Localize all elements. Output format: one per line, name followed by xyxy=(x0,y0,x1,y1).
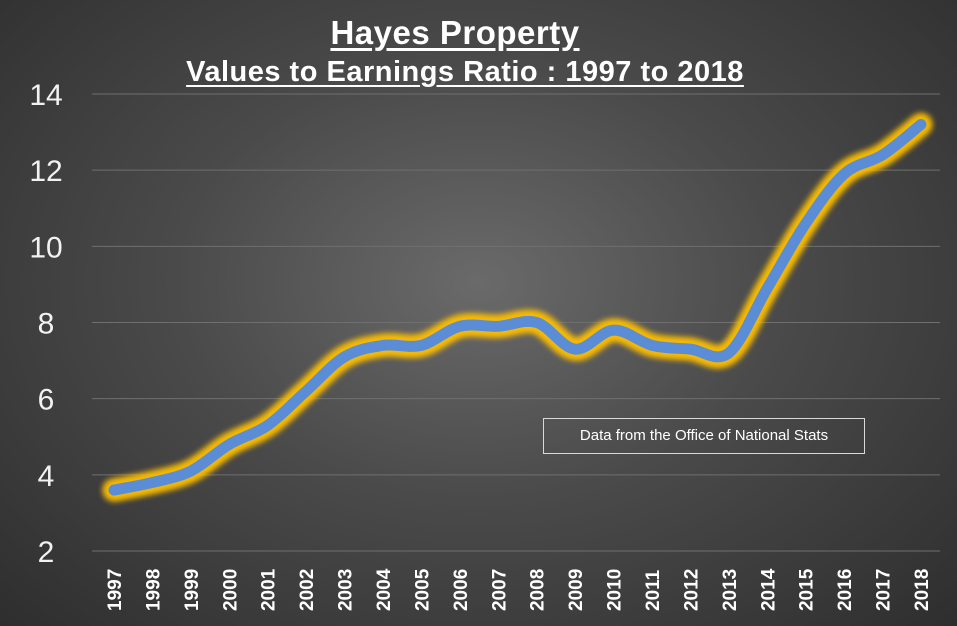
data-point xyxy=(879,151,887,159)
data-point xyxy=(148,478,156,486)
y-tick-label: 10 xyxy=(29,231,62,264)
x-tick-label: 1999 xyxy=(182,569,203,611)
data-point xyxy=(571,345,579,353)
data-point xyxy=(763,284,771,292)
x-tick-label: 2005 xyxy=(412,568,433,611)
x-tick-label: 2017 xyxy=(874,569,895,611)
x-tick-label: 2015 xyxy=(797,568,818,611)
data-point xyxy=(686,345,694,353)
x-tick-label: 2011 xyxy=(643,569,664,611)
data-point xyxy=(802,219,810,227)
data-point xyxy=(725,349,733,357)
x-tick-label: 2008 xyxy=(528,569,549,611)
x-tick-label: 2003 xyxy=(336,569,357,611)
x-tick-label: 2010 xyxy=(605,569,626,611)
data-point xyxy=(533,319,541,327)
y-tick-label: 12 xyxy=(29,155,62,188)
x-tick-label: 2001 xyxy=(259,568,280,611)
x-tick-label: 1997 xyxy=(105,569,126,611)
x-tick-label: 2018 xyxy=(912,569,933,611)
x-tick-label: 2016 xyxy=(835,569,856,611)
chart-title-block: Hayes Property Values to Earnings Ratio … xyxy=(0,14,930,89)
data-point xyxy=(187,467,195,475)
x-tick-label: 2009 xyxy=(566,569,587,611)
data-point xyxy=(225,440,233,448)
x-tick-label: 2000 xyxy=(220,569,241,611)
x-tick-label: 2012 xyxy=(681,569,702,611)
y-axis-ticks: 2 4 6 8 10 12 14 xyxy=(29,79,62,569)
gridlines xyxy=(92,93,940,552)
series-group xyxy=(104,114,931,501)
x-tick-label: 2006 xyxy=(451,569,472,611)
y-tick-label: 8 xyxy=(38,308,55,341)
x-tick-label: 2002 xyxy=(297,569,318,611)
y-tick-label: 2 xyxy=(38,536,55,569)
data-point xyxy=(302,387,310,395)
chart-subtitle: Values to Earnings Ratio : 1997 to 2018 xyxy=(186,56,744,88)
data-point xyxy=(264,421,272,429)
data-point xyxy=(917,120,925,128)
data-point xyxy=(417,341,425,349)
x-tick-label: 2014 xyxy=(758,568,779,611)
data-point xyxy=(110,486,118,494)
data-point xyxy=(648,341,656,349)
series-line xyxy=(108,118,927,496)
data-point xyxy=(341,353,349,361)
data-point xyxy=(610,326,618,334)
x-tick-label: 1998 xyxy=(143,569,164,611)
y-tick-label: 6 xyxy=(38,384,55,417)
x-tick-label: 2004 xyxy=(374,568,395,611)
source-annotation: Data from the Office of National Stats xyxy=(543,418,865,454)
y-tick-label: 14 xyxy=(29,79,62,112)
x-tick-label: 2007 xyxy=(489,569,510,611)
data-point xyxy=(494,322,502,330)
x-axis-ticks: 1997 1998 1999 2000 2001 2002 2003 2004 2005 2006… xyxy=(105,568,933,611)
data-point xyxy=(840,170,848,178)
x-tick-label: 2013 xyxy=(720,569,741,611)
data-point xyxy=(456,322,464,330)
data-point xyxy=(379,341,387,349)
y-tick-label: 4 xyxy=(38,460,55,493)
chart-title: Hayes Property xyxy=(330,14,580,51)
